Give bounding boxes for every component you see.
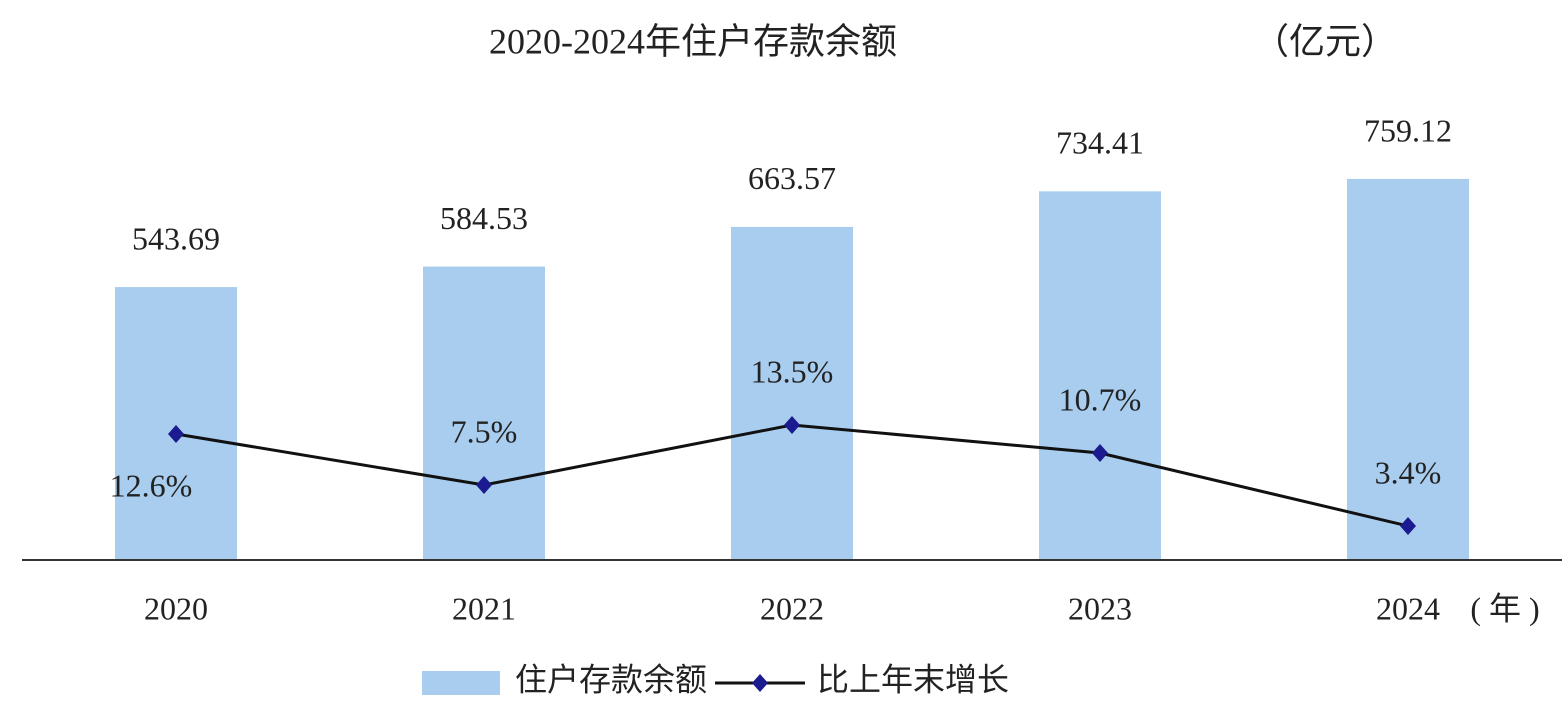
x-unit: ( 年 ) [1470, 590, 1539, 626]
x-tick-label: 2020 [144, 590, 208, 626]
marker [1092, 444, 1108, 462]
bar-value-label: 759.12 [1364, 112, 1452, 148]
x-tick-label: 2021 [452, 590, 516, 626]
marker [168, 425, 184, 443]
bar [115, 287, 237, 560]
bar-value-label: 734.41 [1056, 125, 1144, 161]
line-value-label: 12.6% [110, 467, 193, 503]
bar [1347, 178, 1469, 560]
chart-title: 2020-2024年住户存款余额 [489, 21, 897, 61]
legend-swatch [422, 671, 500, 695]
bar-value-label: 543.69 [132, 220, 220, 256]
legend-label: 比上年末增长 [817, 661, 1009, 697]
line-value-label: 7.5% [451, 413, 518, 449]
marker [784, 416, 800, 434]
bar [423, 266, 545, 560]
bar-value-label: 663.57 [748, 160, 836, 196]
x-tick-label: 2023 [1068, 590, 1132, 626]
y-unit: （亿元） [1253, 21, 1397, 61]
line-value-label: 13.5% [751, 353, 834, 389]
legend-label: 住户存款余额 [515, 661, 707, 697]
legend-marker [752, 674, 769, 692]
line-value-label: 10.7% [1059, 381, 1142, 417]
x-tick-label: 2022 [760, 590, 824, 626]
marker [1400, 517, 1416, 535]
x-tick-label: 2024 [1376, 590, 1440, 626]
bar [731, 226, 853, 560]
bar-value-label: 584.53 [440, 200, 528, 236]
line-value-label: 3.4% [1375, 454, 1442, 490]
marker [476, 476, 492, 494]
bar [1039, 191, 1161, 561]
